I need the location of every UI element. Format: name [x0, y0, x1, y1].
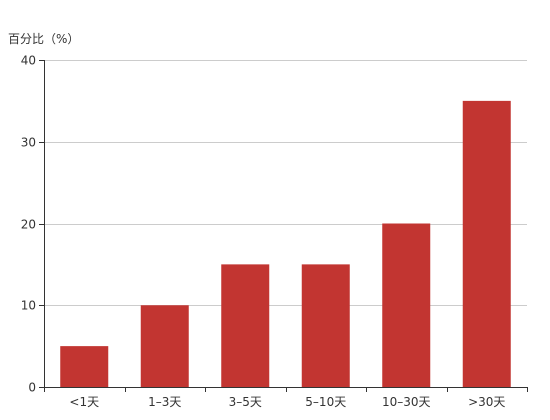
x-tick-label: 10–30天	[382, 395, 431, 409]
y-axis-title: 百分比（%）	[8, 32, 79, 46]
y-tick-label: 0	[28, 381, 36, 395]
bars	[60, 100, 511, 387]
bar	[140, 305, 189, 387]
bar	[221, 264, 270, 387]
bar	[301, 264, 350, 387]
y-tick-label: 40	[21, 54, 36, 68]
bar	[462, 100, 511, 387]
y-tick-label: 10	[21, 299, 36, 313]
bar	[382, 223, 431, 387]
gridlines	[44, 60, 527, 306]
y-tick-label: 20	[21, 218, 36, 232]
x-tick-label: <1天	[69, 395, 99, 409]
x-tick-label: 3–5天	[229, 395, 262, 409]
y-tick-label: 30	[21, 136, 36, 150]
x-tick-label: >30天	[468, 395, 505, 409]
y-tick-labels: 0 10 20 30 40	[21, 54, 36, 395]
x-tick-label: 5–10天	[305, 395, 346, 409]
axes	[39, 60, 528, 392]
x-tick-label: 1–3天	[148, 395, 181, 409]
x-tick-labels: <1天 1–3天 3–5天 5–10天 10–30天 >30天	[69, 395, 505, 409]
bar	[60, 346, 109, 387]
